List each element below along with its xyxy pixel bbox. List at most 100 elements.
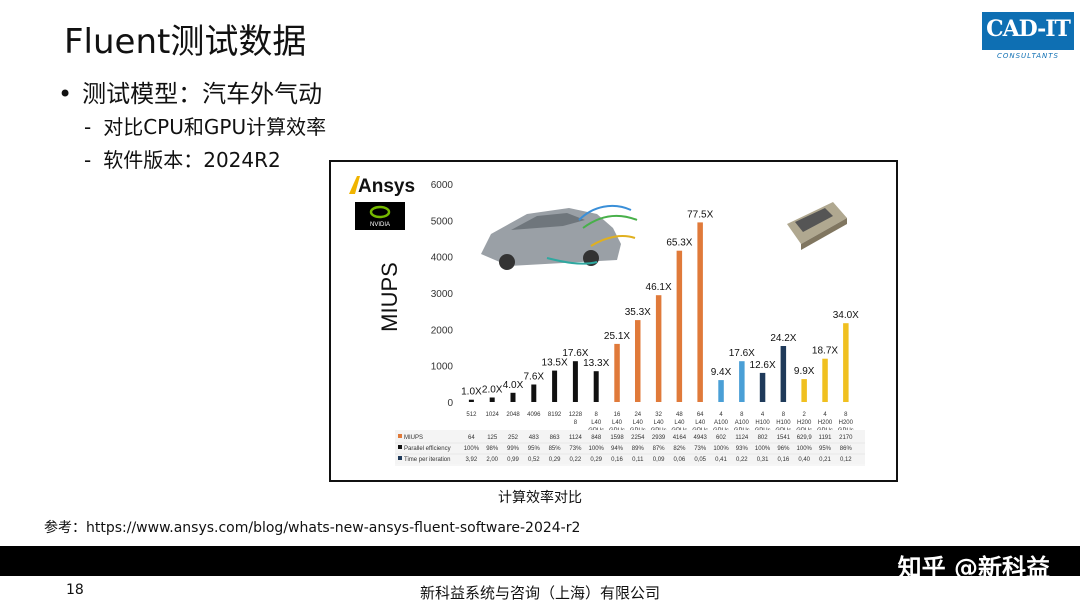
bar <box>468 399 474 402</box>
x-tick-label: 1024 <box>486 412 500 418</box>
table-cell: 64 <box>468 435 475 441</box>
sub-bullet-version: - 软件版本：2024R2 <box>84 144 281 173</box>
table-cell: 89% <box>632 446 645 452</box>
ansys-logo: Ansys <box>349 176 415 197</box>
car-window <box>511 213 585 230</box>
speedup-label: 9.4X <box>711 367 732 378</box>
bar <box>593 371 599 402</box>
table-cell: 2939 <box>652 435 666 441</box>
speedup-label: 24.2X <box>770 333 796 344</box>
table-cell: 94% <box>611 446 624 452</box>
y-tick-label: 4000 <box>431 253 454 264</box>
table-cell: 0,16 <box>611 457 623 463</box>
x-tick-label: L40 <box>695 420 706 426</box>
logo-text: CAD-IT <box>986 16 1071 42</box>
table-cell: 0,41 <box>715 457 727 463</box>
bar <box>822 358 828 402</box>
table-cell: 87% <box>653 446 666 452</box>
gpu-heatsink <box>795 208 833 232</box>
table-cell: 99% <box>507 446 520 452</box>
x-tick-label: 8192 <box>548 412 562 418</box>
x-tick-label: 8 <box>844 412 848 418</box>
x-tick-label: L40 <box>591 420 602 426</box>
table-cell: 602 <box>716 435 727 441</box>
x-tick-label: 48 <box>676 412 683 418</box>
x-tick-label: 8 <box>740 412 744 418</box>
table-cell: 2254 <box>631 435 645 441</box>
table-cell: 1598 <box>610 435 624 441</box>
table-cell: 0,16 <box>778 457 790 463</box>
x-tick-label: 4 <box>823 412 827 418</box>
table-cell: 0,40 <box>798 457 810 463</box>
table-cell: 4164 <box>673 435 687 441</box>
x-tick-label: 2048 <box>506 412 520 418</box>
table-row-marker <box>398 445 402 449</box>
table-cell: 0,22 <box>736 457 748 463</box>
table-cell: 0,12 <box>840 457 852 463</box>
x-tick-label: 24 <box>634 412 641 418</box>
airflow-streamline <box>578 204 632 221</box>
x-tick-label: A100 <box>714 420 729 426</box>
nvidia-logo: NVIDIA <box>355 202 405 230</box>
table-cell: 96% <box>777 446 790 452</box>
table-row-label: Parallel efficiency <box>404 446 451 452</box>
sub-bullet-text: 对比CPU和GPU计算效率 <box>103 115 327 139</box>
table-cell: 100% <box>713 446 729 452</box>
table-cell: 848 <box>591 435 602 441</box>
ansys-logo-text: Ansys <box>358 176 415 197</box>
bar <box>489 397 495 402</box>
bar <box>655 295 662 402</box>
y-axis: 0 1000 2000 3000 4000 5000 6000 <box>431 180 454 409</box>
x-tick-label: 8 <box>782 412 786 418</box>
speedup-label: 17.6X <box>729 348 755 359</box>
y-axis-label: MIUPS <box>377 262 402 332</box>
table-cell: 1541 <box>777 435 791 441</box>
table-cell: 73% <box>694 446 707 452</box>
table-cell: 0,09 <box>653 457 665 463</box>
table-cell: 0,31 <box>757 457 769 463</box>
bar <box>635 320 641 402</box>
airflow-streamline <box>546 257 598 265</box>
table-cell: 2,00 <box>486 457 498 463</box>
footer-bar <box>0 546 1080 576</box>
speedup-label: 2.0X <box>482 385 503 396</box>
bar <box>531 384 537 402</box>
speedup-label: 34.0X <box>833 310 859 321</box>
speedup-label: 18.7X <box>812 346 838 357</box>
table-cell: 100% <box>589 446 605 452</box>
x-tick-label: 8 <box>595 412 599 418</box>
table-row-label: MIUPS <box>404 435 423 441</box>
table-cell: 93% <box>736 446 749 452</box>
speedup-label: 13.5X <box>542 358 568 369</box>
logo-background <box>982 12 1074 50</box>
bar <box>572 361 578 402</box>
table-cell: 85% <box>549 446 562 452</box>
y-tick-label: 6000 <box>431 180 454 191</box>
table-row-marker <box>398 434 402 438</box>
watermark: 知乎 @新科益 <box>897 554 1050 582</box>
y-tick-label: 0 <box>447 398 453 409</box>
bar <box>739 361 745 402</box>
page-number: 18 <box>66 582 84 598</box>
bar <box>759 372 766 402</box>
performance-bar-chart: Ansys NVIDIA 0 1000 2000 3000 4000 5000 6000 M… <box>331 162 896 480</box>
bar <box>697 222 703 402</box>
table-cell: 95% <box>819 446 832 452</box>
speedup-label: 4.0X <box>503 380 524 391</box>
x-tick-label: H100 <box>755 420 770 426</box>
sub-bullet-text: 软件版本：2024R2 <box>103 148 281 172</box>
reference-link[interactable]: 参考：https://www.ansys.com/blog/whats-new-… <box>44 520 581 536</box>
sub-bullet-marker: - <box>84 115 92 139</box>
table-cell: 98% <box>486 446 499 452</box>
x-tick-label: 2 <box>803 412 807 418</box>
x-tick-label: 1228 <box>569 412 583 418</box>
table-cell: 629,9 <box>797 435 813 441</box>
x-tick-label: 32 <box>655 412 662 418</box>
speedup-label: 13.3X <box>583 358 609 369</box>
x-tick-label: 4096 <box>527 412 541 418</box>
bullet-text: 测试模型：汽车外气动 <box>82 80 323 108</box>
speedup-label: 46.1X <box>646 282 672 293</box>
table-cell: 3,92 <box>466 457 478 463</box>
car-body <box>481 208 621 266</box>
chart-caption: 计算效率对比 <box>498 490 582 506</box>
